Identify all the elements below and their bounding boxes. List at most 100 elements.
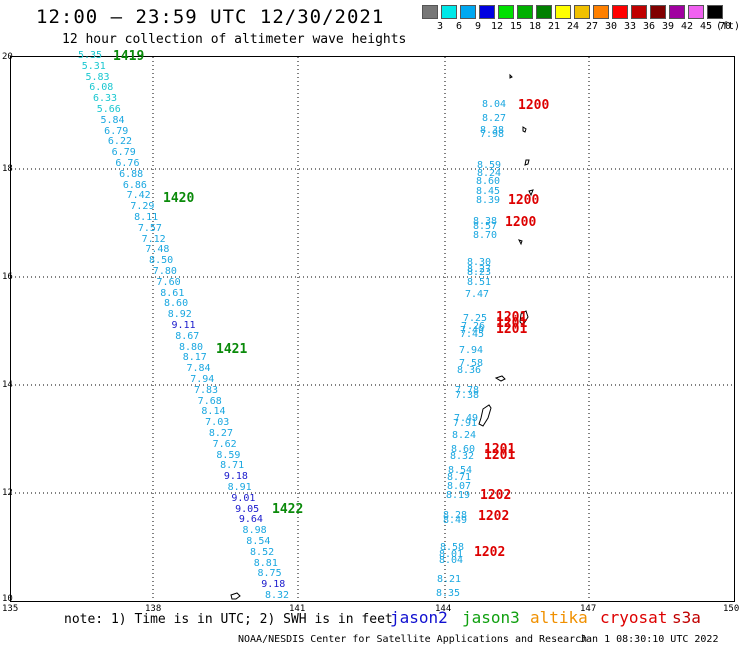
y-tick-label: 14 xyxy=(2,380,13,390)
swh-value: 8.11 xyxy=(134,212,159,223)
legend-swatch xyxy=(479,5,495,19)
swh-value: 6.33 xyxy=(92,93,118,105)
swh-value: 7.38 xyxy=(455,390,480,401)
legend-swatch xyxy=(593,5,609,19)
swh-value: 8.17 xyxy=(182,352,207,364)
legend-swatch xyxy=(555,5,571,19)
swh-value: 7.29 xyxy=(130,201,155,213)
pass-time-label: 1202 xyxy=(480,488,512,503)
y-tick-label: 12 xyxy=(2,488,13,498)
legend-label: 33 xyxy=(623,21,637,32)
swh-value: 8.54 xyxy=(448,465,473,476)
legend-unit: (ft) xyxy=(716,21,740,32)
pass-time-label: 1201 xyxy=(484,448,516,463)
satellite-label: s3a xyxy=(672,608,701,627)
legend-label: 42 xyxy=(680,21,694,32)
swh-value: 9.11 xyxy=(171,320,196,331)
swh-value: 8.04 xyxy=(439,555,464,566)
swh-value: 8.21 xyxy=(437,574,462,585)
swh-value: 7.25 xyxy=(463,313,488,324)
pass-time-label: 1421 xyxy=(216,342,248,357)
swh-value: 8.35 xyxy=(436,588,461,599)
map-grid xyxy=(11,57,734,601)
legend-label: 3 xyxy=(436,21,444,32)
x-tick-label: 141 xyxy=(289,604,306,614)
swh-value: 6.88 xyxy=(119,168,144,180)
swh-value: 8.60 xyxy=(164,298,189,310)
pass-time-label: 1201 xyxy=(496,316,528,331)
legend-label: 45 xyxy=(699,21,713,32)
legend-swatch xyxy=(631,5,647,19)
swh-value: 8.50 xyxy=(149,255,174,267)
swh-value: 8.23 xyxy=(467,267,492,278)
swh-value: 8.80 xyxy=(178,341,204,353)
y-tick-label: 16 xyxy=(2,272,13,282)
footer-credit: NOAA/NESDIS Center for Satellite Applica… xyxy=(238,634,588,645)
swh-value: 8.51 xyxy=(467,277,492,288)
swh-value: 7.98 xyxy=(480,129,505,140)
swh-value: 7.58 xyxy=(459,358,484,369)
swh-value: 7.80 xyxy=(152,266,177,277)
swh-value: 8.71 xyxy=(220,460,245,472)
swh-value: 6.76 xyxy=(115,158,140,169)
legend-swatch xyxy=(498,5,514,19)
map-subtitle: 12 hour collection of altimeter wave hei… xyxy=(62,32,407,47)
swh-value: 8.24 xyxy=(477,168,502,179)
swh-value: 6.22 xyxy=(107,136,132,148)
swh-value: 8.59 xyxy=(216,449,241,461)
swh-value: 8.36 xyxy=(457,365,482,376)
legend-swatch xyxy=(574,5,590,19)
swh-value: 5.83 xyxy=(85,71,110,83)
x-tick-label: 144 xyxy=(435,604,452,614)
swh-value: 7.45 xyxy=(460,329,485,340)
legend-swatch xyxy=(612,5,628,19)
swh-value: 6.86 xyxy=(122,179,147,191)
footer-timestamp: Jan 1 08:30:10 UTC 2022 xyxy=(580,634,719,645)
swh-value: 7.12 xyxy=(141,233,166,245)
map-frame xyxy=(10,56,735,602)
swh-value: 8.52 xyxy=(250,546,275,558)
island-outline xyxy=(509,73,513,79)
x-tick-label: 147 xyxy=(580,604,597,614)
swh-value: 8.39 xyxy=(476,195,501,206)
pass-time-label: 1202 xyxy=(478,509,510,524)
swh-value: 7.26 xyxy=(461,321,486,332)
legend-swatch xyxy=(707,5,723,19)
swh-value: 7.68 xyxy=(197,395,222,407)
legend-label: 12 xyxy=(490,21,504,32)
swh-value: 7.03 xyxy=(205,417,230,429)
swh-value: 9.18 xyxy=(223,471,248,483)
swh-value: 8.98 xyxy=(242,525,267,537)
satellite-label: jason3 xyxy=(462,608,520,627)
legend-label: 24 xyxy=(566,21,580,32)
map-title: 12:00 – 23:59 UTC 12/30/2021 xyxy=(36,6,385,28)
swh-value: 7.49 xyxy=(454,413,479,424)
swh-value: 8.67 xyxy=(175,330,200,342)
pass-time-label: 1420 xyxy=(163,191,195,206)
legend-swatch xyxy=(422,5,438,19)
swh-value: 8.01 xyxy=(439,549,464,560)
swh-value: 8.04 xyxy=(482,99,507,110)
swh-value: 5.31 xyxy=(81,60,106,72)
island-outline xyxy=(478,404,492,427)
swh-value: 8.45 xyxy=(476,186,501,197)
swh-value: 8.32 xyxy=(450,451,475,462)
swh-value: 8.92 xyxy=(167,309,192,321)
swh-value: 7.84 xyxy=(186,363,211,375)
swh-value: 9.01 xyxy=(231,492,256,504)
swh-value: 8.60 xyxy=(451,444,476,455)
legend-swatch xyxy=(688,5,704,19)
swh-value: 9.18 xyxy=(261,579,286,591)
swh-value: 5.35 xyxy=(78,50,103,61)
swh-value: 7.49 xyxy=(460,325,485,336)
legend-label: 18 xyxy=(528,21,542,32)
swh-value: 8.54 xyxy=(246,536,271,547)
swh-value: 8.59 xyxy=(477,160,502,171)
legend-swatch xyxy=(650,5,666,19)
legend-label: 39 xyxy=(661,21,675,32)
swh-value: 8.32 xyxy=(265,590,290,601)
swh-value: 8.27 xyxy=(208,428,233,439)
island-outline xyxy=(528,189,534,197)
swh-value: 7.91 xyxy=(453,418,478,429)
legend-label: 21 xyxy=(547,21,561,32)
